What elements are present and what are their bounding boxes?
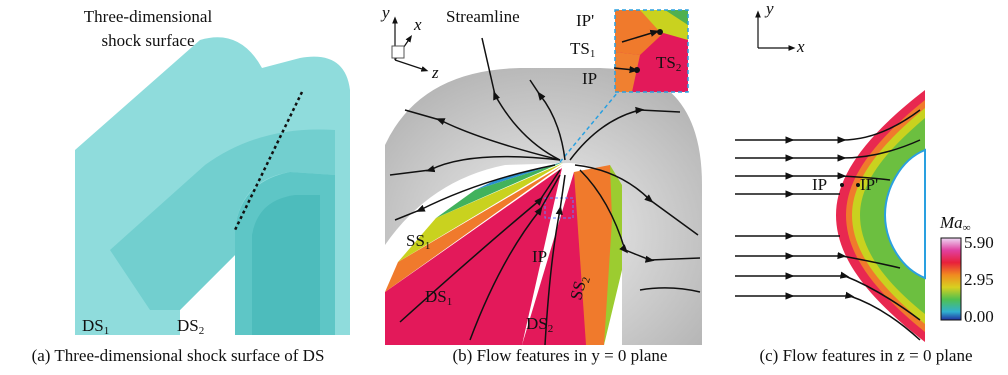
label-part: TS	[570, 39, 590, 58]
axis-label: y	[764, 0, 774, 18]
inset	[615, 10, 688, 92]
label-part: TS	[656, 53, 676, 72]
panel-b: y x z Streamline IP' TS1 TS2 IP SS1 IP D…	[380, 3, 702, 365]
colorbar-title: Ma∞	[939, 213, 971, 234]
label-part: 1	[104, 325, 110, 337]
panel-a: Three-dimensional shock surface DS1 DS2 …	[32, 7, 350, 365]
label-part: 2	[548, 323, 554, 335]
label-part: SS	[406, 231, 425, 250]
caption: (c) Flow features in z = 0 plane	[759, 346, 972, 365]
axis-label: x	[413, 15, 422, 34]
colorbar-tick: 0.00	[964, 307, 994, 326]
label-part: DS	[177, 316, 199, 335]
colorbar-tick: 5.90	[964, 233, 994, 252]
colorbar-tick: 2.95	[964, 270, 994, 289]
label-part: DS	[526, 314, 548, 333]
label-part: Ma	[939, 213, 963, 232]
shock-tube-inner	[252, 195, 320, 335]
axis-label: x	[796, 37, 805, 56]
label-part: 1	[447, 296, 453, 308]
label: IP'	[860, 175, 878, 194]
label-part: DS	[425, 287, 447, 306]
label-part: 2	[676, 62, 682, 74]
panel-c: y x IP IP' Ma∞ 5.90 2.95 0.00 (c) Flow f…	[735, 0, 994, 365]
axis-cube	[392, 46, 404, 58]
caption: (a) Three-dimensional shock surface of D…	[32, 346, 325, 365]
label: IP	[582, 69, 597, 88]
label: IP'	[576, 11, 594, 30]
axis	[395, 60, 425, 70]
axis-label: z	[431, 63, 439, 82]
label: IP	[812, 175, 827, 194]
axis-label: y	[380, 3, 390, 22]
label-part: ∞	[963, 222, 971, 234]
colorbar	[941, 238, 961, 320]
label-part: 1	[590, 48, 596, 60]
label: DS2	[177, 316, 204, 337]
figure: Three-dimensional shock surface DS1 DS2 …	[0, 0, 1008, 375]
label: shock surface	[102, 31, 195, 50]
point	[840, 183, 844, 187]
label-part: DS	[82, 316, 104, 335]
label: TS1	[570, 39, 595, 60]
label: Three-dimensional	[84, 7, 213, 26]
label: Streamline	[446, 7, 520, 26]
label: IP	[532, 247, 547, 266]
label-part: 2	[199, 325, 205, 337]
caption: (b) Flow features in y = 0 plane	[453, 346, 668, 365]
label-part: 1	[425, 240, 431, 252]
